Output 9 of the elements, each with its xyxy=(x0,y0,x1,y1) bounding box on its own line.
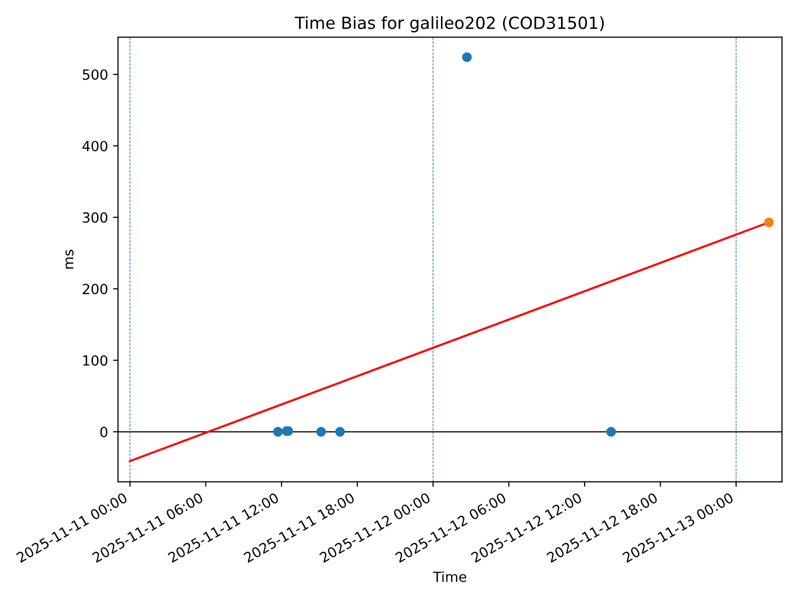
y-tick-label: 200 xyxy=(82,284,108,294)
x-axis-title: Time xyxy=(432,571,466,582)
y-tick-label: 400 xyxy=(82,140,108,152)
y-tick-label: 500 xyxy=(82,69,108,80)
y-tick-label: 0 xyxy=(100,426,108,438)
y-tick-label: 300 xyxy=(82,212,108,223)
y-axis-title: ms xyxy=(66,250,74,269)
chart-title: Time Bias for galileo202 (COD31501) xyxy=(294,16,604,32)
y-tick-label: 100 xyxy=(83,355,108,366)
